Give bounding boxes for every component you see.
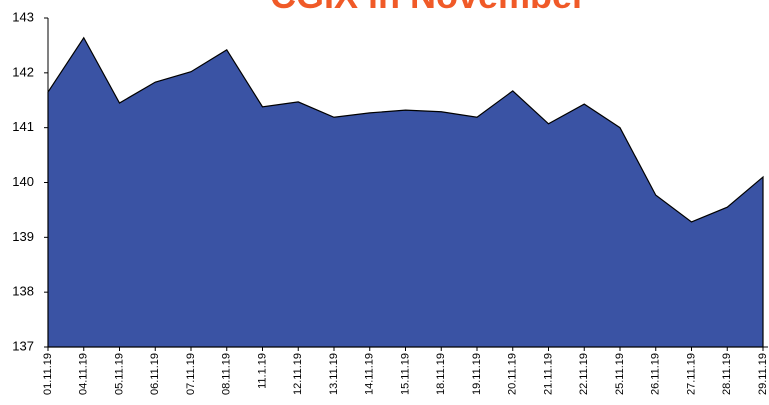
x-tick-label: 01.11.19 — [42, 353, 54, 395]
y-tick-label: 140 — [12, 174, 34, 189]
x-tick-label: 14.11.19 — [364, 353, 376, 395]
x-tick-label: 07.11.19 — [185, 353, 197, 395]
y-tick-label: 142 — [12, 64, 34, 79]
x-tick-label: 25.11.19 — [614, 353, 626, 395]
y-tick-label: 137 — [12, 338, 34, 353]
x-tick-label: 11.1.19 — [256, 353, 268, 389]
y-tick-label: 139 — [12, 229, 34, 244]
chart-title: CGIX in November — [270, 0, 586, 16]
x-tick-label: 19.11.19 — [471, 353, 483, 395]
x-tick-label: 27.11.19 — [685, 353, 697, 395]
x-tick-label: 06.11.19 — [149, 353, 161, 395]
x-tick-label: 15.11.19 — [399, 353, 411, 395]
x-tick-label: 20.11.19 — [507, 353, 519, 395]
area — [47, 36, 764, 348]
x-tick-label: 28.11.19 — [721, 353, 733, 395]
y-tick-label: 138 — [12, 284, 34, 299]
x-tick-label: 29.11.19 — [757, 353, 769, 395]
x-tick-label: 21.11.19 — [542, 353, 554, 395]
x-tick-label: 13.11.19 — [328, 353, 340, 395]
x-tick-label: 12.11.19 — [292, 353, 304, 395]
x-tick-label: 18.11.19 — [435, 353, 447, 395]
x-tick-label: 22.11.19 — [578, 353, 590, 395]
y-tick-label: 141 — [12, 119, 34, 134]
x-tick-label: 08.11.19 — [221, 353, 233, 395]
x-tick-label: 26.11.19 — [650, 353, 662, 395]
x-tick-label: 05.11.19 — [113, 353, 125, 395]
y-tick-label: 143 — [12, 9, 34, 24]
x-tick-label: 04.11.19 — [78, 353, 90, 395]
